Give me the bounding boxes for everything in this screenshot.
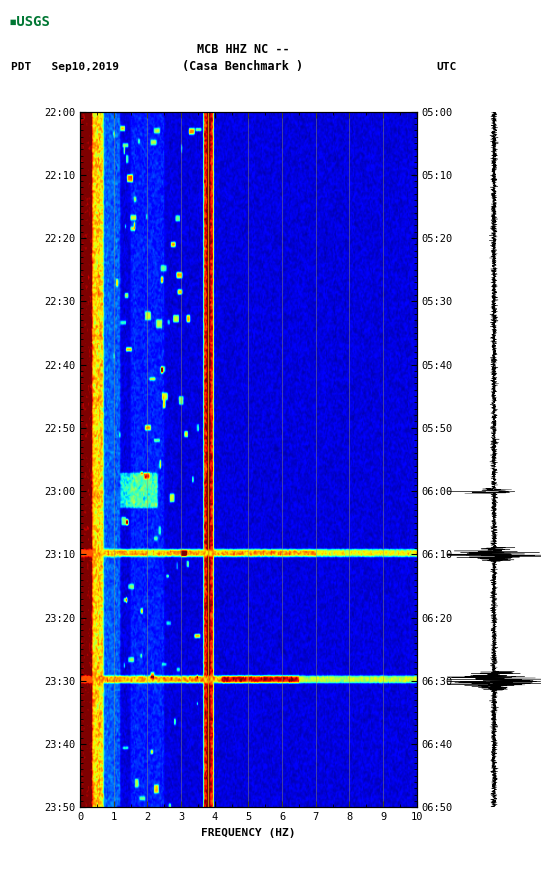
Text: PDT   Sep10,2019: PDT Sep10,2019 [11,62,119,72]
Text: UTC: UTC [436,62,457,72]
Text: ▪USGS: ▪USGS [8,15,50,29]
X-axis label: FREQUENCY (HZ): FREQUENCY (HZ) [201,828,296,838]
Text: MCB HHZ NC --: MCB HHZ NC -- [197,43,289,55]
Text: (Casa Benchmark ): (Casa Benchmark ) [182,61,304,73]
